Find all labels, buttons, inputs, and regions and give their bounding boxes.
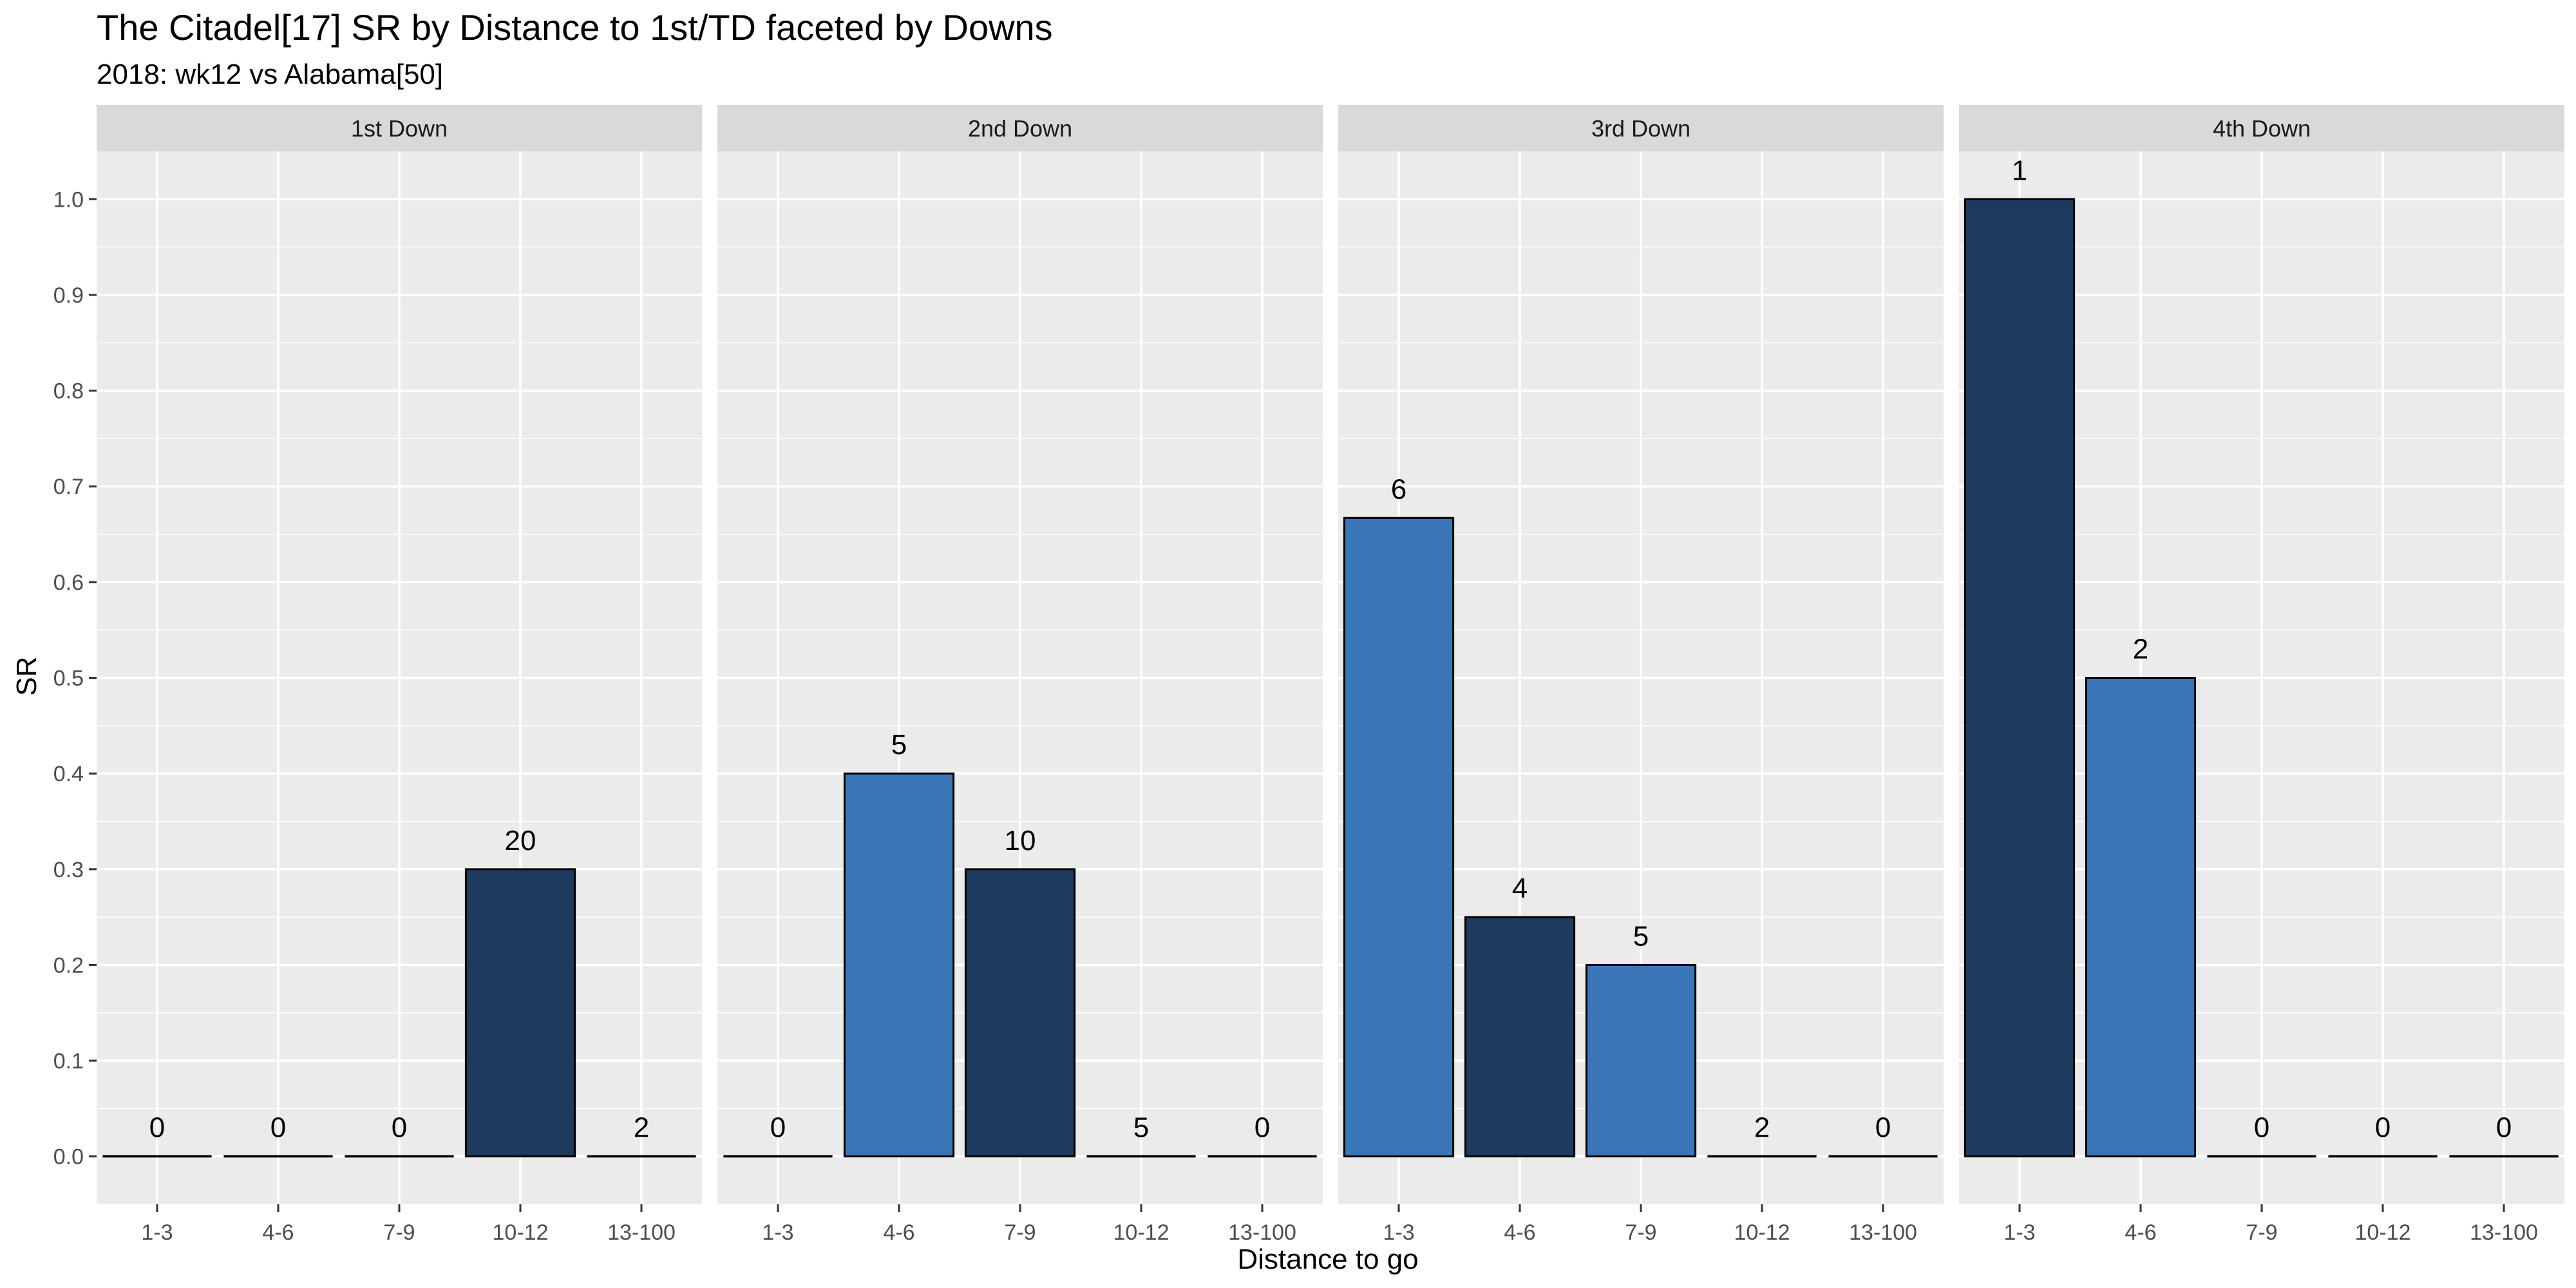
bar-count-label: 0: [1875, 1112, 1891, 1144]
bar: [1964, 198, 2076, 1158]
bar-count-label: 0: [392, 1112, 407, 1144]
bar-count-label: 0: [1255, 1112, 1270, 1144]
y-axis-title: SR: [11, 656, 43, 696]
bar-count-label: 2: [1754, 1112, 1770, 1144]
bar-count-label: 10: [1005, 825, 1036, 857]
bar: [964, 868, 1076, 1158]
bar: [843, 772, 955, 1158]
x-tick-label: 1-3: [1383, 1220, 1414, 1245]
x-tick-label: 4-6: [2125, 1220, 2156, 1245]
facet-strip-label: 1st Down: [351, 115, 448, 142]
x-tick-label: 7-9: [1625, 1220, 1656, 1245]
bar-count-label: 4: [1512, 873, 1528, 904]
x-tick-label: 4-6: [262, 1220, 294, 1245]
x-tick-label: 1-3: [762, 1220, 793, 1245]
bar-count-label: 5: [1133, 1112, 1149, 1144]
bar-count-label: 0: [149, 1112, 165, 1144]
facet-panel: 2nd Down 0 1-3 5 4-6 10 7-9 5 10-12 0 13-100: [717, 105, 1323, 1245]
x-tick-label: 13-100: [607, 1220, 676, 1245]
x-tick-label: 7-9: [1004, 1220, 1036, 1245]
y-tick-label: 0.8: [53, 379, 84, 404]
facet-strip: [1338, 105, 1944, 151]
x-tick-label: 7-9: [2246, 1220, 2277, 1245]
y-tick-label: 0.2: [53, 953, 84, 978]
bar: [1585, 963, 1697, 1158]
x-tick-label: 10-12: [1734, 1220, 1790, 1245]
x-tick-label: 4-6: [883, 1220, 914, 1245]
y-axis: 0.0 0.1 0.2 0.3 0.4 0.5 0.6 0.7 0.8 0.9 1.0: [53, 187, 97, 1170]
facet-strip: [717, 105, 1323, 151]
facet-strip-label: 4th Down: [2213, 115, 2311, 142]
bar-count-label: 2: [634, 1112, 649, 1144]
y-tick-label: 0.4: [53, 762, 84, 786]
bar-count-label: 0: [770, 1112, 786, 1144]
facet-strip: [97, 105, 702, 151]
bar-count-label: 5: [1633, 920, 1649, 952]
facet-strip-label: 2nd Down: [968, 115, 1072, 142]
x-tick-label: 4-6: [1504, 1220, 1535, 1245]
facet-panel: 4th Down 1 1-3 2 4-6 0 7-9 0 10-12 0 13-100: [1959, 105, 2564, 1245]
x-axis-title: Distance to go: [1237, 1244, 1418, 1275]
bar: [1464, 916, 1576, 1158]
bar: [2085, 677, 2197, 1158]
x-tick-label: 7-9: [383, 1220, 415, 1245]
bar-count-label: 5: [891, 729, 907, 761]
x-tick-label: 1-3: [141, 1220, 173, 1245]
bar: [1343, 516, 1455, 1158]
y-tick-label: 0.1: [53, 1049, 84, 1074]
bar-count-label: 0: [270, 1112, 286, 1144]
x-tick-label: 13-100: [2470, 1220, 2538, 1245]
x-tick-label: 10-12: [2355, 1220, 2411, 1245]
y-tick-label: 0.9: [53, 283, 84, 308]
chart-title: The Citadel[17] SR by Distance to 1st/TD…: [97, 7, 1053, 48]
y-tick-label: 1.0: [53, 187, 84, 212]
x-tick-label: 13-100: [1849, 1220, 1917, 1245]
bar-count-label: 0: [2254, 1112, 2269, 1144]
chart-subtitle: 2018: wk12 vs Alabama[50]: [97, 59, 443, 90]
x-tick-label: 1-3: [2003, 1220, 2035, 1245]
bar-count-label: 0: [2375, 1112, 2391, 1144]
bar-count-label: 6: [1391, 473, 1406, 505]
bar: [464, 868, 576, 1158]
y-tick-label: 0.0: [53, 1145, 84, 1170]
facet-panel: 3rd Down 6 1-3 4 4-6 5 7-9 2 10-12 0 13-100: [1338, 105, 1944, 1245]
bar-count-label: 2: [2133, 634, 2148, 665]
facet-strip: [1959, 105, 2564, 151]
y-tick-label: 0.3: [53, 858, 84, 882]
facet-panel: 1st Down 0 1-3 0 4-6 0 7-9 20 10-12 2 13-100: [97, 105, 702, 1245]
bar-count-label: 1: [2012, 155, 2027, 186]
bar-count-label: 0: [2496, 1112, 2512, 1144]
bar-count-label: 20: [505, 825, 536, 857]
facet-strip-label: 3rd Down: [1591, 115, 1690, 142]
x-tick-label: 10-12: [1113, 1220, 1170, 1245]
x-tick-label: 13-100: [1228, 1220, 1296, 1245]
y-tick-label: 0.7: [53, 475, 84, 499]
x-tick-label: 10-12: [493, 1220, 549, 1245]
y-tick-label: 0.6: [53, 571, 84, 595]
y-tick-label: 0.5: [53, 667, 84, 691]
